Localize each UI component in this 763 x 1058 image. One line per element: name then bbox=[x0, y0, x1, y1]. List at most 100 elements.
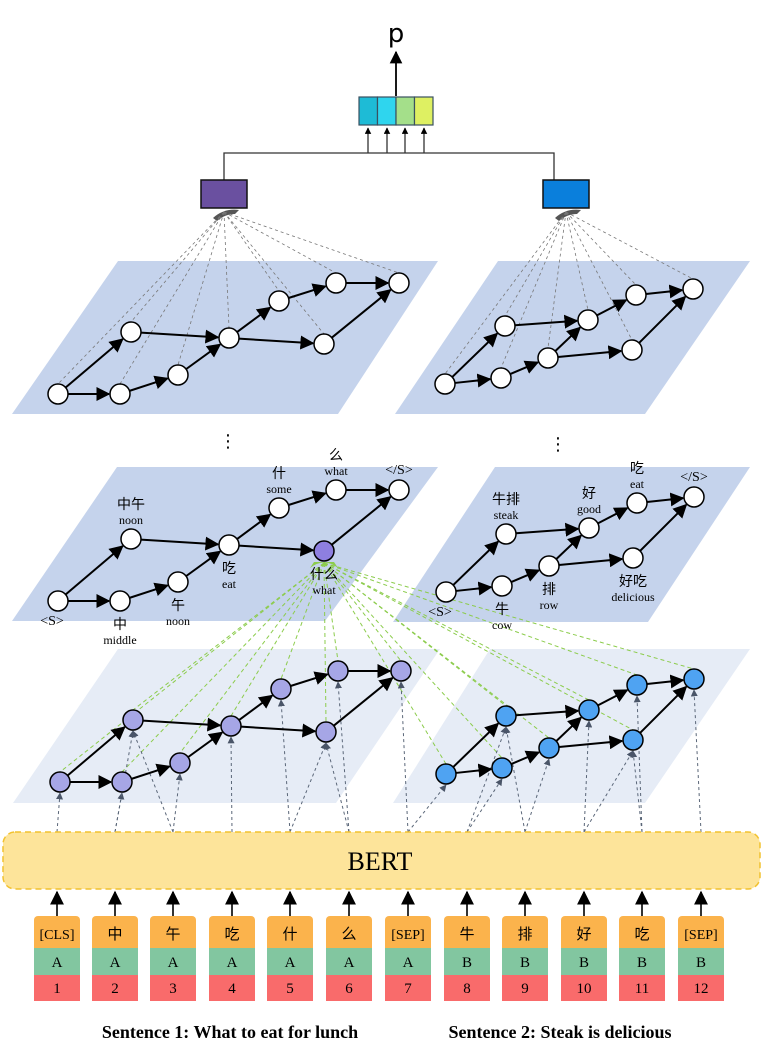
token-text: 排 bbox=[517, 925, 532, 943]
graph-edge bbox=[558, 553, 624, 568]
graph-edge bbox=[597, 507, 629, 525]
highlight-attention-lines bbox=[59, 562, 695, 773]
segment-text: B bbox=[696, 955, 706, 971]
graph-edge bbox=[290, 671, 329, 687]
caption-sentence1: Sentence 1: What to eat for lunch bbox=[102, 1022, 358, 1042]
lattice-node bbox=[268, 497, 290, 519]
bert-output-line bbox=[466, 778, 503, 833]
segment-embedding bbox=[150, 948, 196, 975]
position-embedding bbox=[619, 975, 665, 1001]
segment-embedding bbox=[444, 948, 490, 975]
token-column: 好B 10 bbox=[561, 890, 607, 1001]
bert-output-line bbox=[114, 730, 136, 833]
position-embedding bbox=[561, 975, 607, 1001]
graph-edge bbox=[510, 750, 541, 766]
graph-edge bbox=[66, 726, 126, 777]
lattice-word-zh: 午 bbox=[171, 598, 185, 614]
token-embedding bbox=[267, 916, 313, 948]
graph-edge bbox=[129, 582, 169, 599]
token-column: 吃A 4 bbox=[209, 890, 255, 1001]
lattice-node bbox=[683, 486, 705, 508]
position-text: 4 bbox=[228, 981, 236, 997]
token-text: 好 bbox=[576, 925, 591, 943]
bert-graph-node bbox=[49, 771, 71, 793]
segment-text: A bbox=[110, 955, 121, 971]
segment-embedding bbox=[326, 948, 372, 975]
bert-graph-node bbox=[538, 737, 560, 759]
attention-line bbox=[223, 211, 325, 335]
lattice-boundary: </S> bbox=[680, 470, 708, 485]
layer-ellipsis-right: ⋮ bbox=[549, 434, 567, 455]
top-graph-sentence1 bbox=[47, 272, 410, 405]
lattice-node bbox=[47, 590, 69, 612]
bert-box bbox=[2, 831, 761, 890]
graph-edge bbox=[455, 581, 493, 596]
token-embedding bbox=[561, 916, 607, 948]
token-text: [SEP] bbox=[391, 928, 424, 943]
output-vector bbox=[358, 96, 434, 126]
token-text: 吃 bbox=[224, 925, 239, 943]
attention-line bbox=[323, 562, 695, 670]
graph-node bbox=[120, 321, 142, 343]
bert-graph-node bbox=[111, 771, 133, 793]
segment-text: B bbox=[579, 955, 589, 971]
attention-line bbox=[547, 211, 567, 349]
lattice-word-zh: 吃 bbox=[222, 561, 236, 577]
position-text: 12 bbox=[694, 981, 709, 997]
attention-lines-sentence2 bbox=[444, 211, 694, 375]
output-vector-cell bbox=[358, 96, 379, 126]
graph-edge bbox=[142, 717, 222, 732]
graph-edge bbox=[645, 284, 684, 299]
layer-ellipsis-left: ⋮ bbox=[219, 431, 237, 452]
bert-output-line bbox=[583, 720, 593, 833]
lattice-word-en: noon bbox=[119, 513, 143, 527]
graph-edge bbox=[238, 542, 315, 557]
bert-graph-node bbox=[315, 721, 337, 743]
lattice-word-zh: 什 bbox=[272, 466, 286, 482]
lattice-node bbox=[538, 555, 560, 577]
token-text: [SEP] bbox=[684, 928, 717, 943]
token-text: 午 bbox=[165, 925, 180, 943]
attention-line bbox=[565, 211, 589, 311]
token-text: 什 bbox=[282, 925, 297, 943]
bert-output-line bbox=[172, 773, 183, 833]
graph-edge bbox=[639, 685, 688, 734]
segment-text: A bbox=[344, 955, 355, 971]
lattice-word-en: eat bbox=[222, 577, 237, 591]
lattice-node bbox=[109, 590, 131, 612]
attention-line bbox=[565, 211, 637, 286]
position-text: 6 bbox=[345, 981, 353, 997]
graph-edge bbox=[639, 503, 688, 552]
graph-edge bbox=[331, 289, 392, 339]
bert-output-line bbox=[524, 758, 551, 833]
lattice-word-en: delicious bbox=[611, 590, 655, 604]
token-text: 么 bbox=[341, 925, 356, 943]
attention-line bbox=[444, 211, 567, 375]
pool-boxes bbox=[200, 179, 590, 221]
token-text: 中 bbox=[107, 925, 122, 943]
attention-line bbox=[565, 211, 633, 341]
token-column: 牛B 8 bbox=[444, 890, 490, 1001]
graph-edge bbox=[185, 343, 222, 370]
token-column: 么A 6 bbox=[326, 890, 372, 1001]
graph-edge bbox=[129, 375, 169, 392]
graph-edge bbox=[510, 568, 541, 584]
token-text: 牛 bbox=[459, 925, 474, 943]
graph-node bbox=[494, 315, 516, 337]
graph-edge bbox=[555, 716, 583, 742]
lattice-word-zh: 什么 bbox=[310, 567, 338, 583]
segment-text: A bbox=[403, 955, 414, 971]
graph-node bbox=[577, 309, 599, 331]
token-embedding bbox=[150, 916, 196, 948]
graph-edge bbox=[185, 550, 222, 577]
bert-output-line bbox=[633, 695, 643, 833]
lattice-node bbox=[325, 479, 347, 501]
segment-embedding bbox=[209, 948, 255, 975]
token-text: [CLS] bbox=[40, 928, 75, 943]
output-label: p bbox=[388, 19, 405, 49]
token-column: [SEP] A 7 bbox=[385, 890, 431, 1001]
lattice-sentence1: <S> 中middle中午noon午noon吃eat什some么what什么wha… bbox=[40, 448, 413, 647]
attention-line bbox=[177, 211, 225, 366]
lattice-word-zh: 排 bbox=[542, 582, 556, 598]
